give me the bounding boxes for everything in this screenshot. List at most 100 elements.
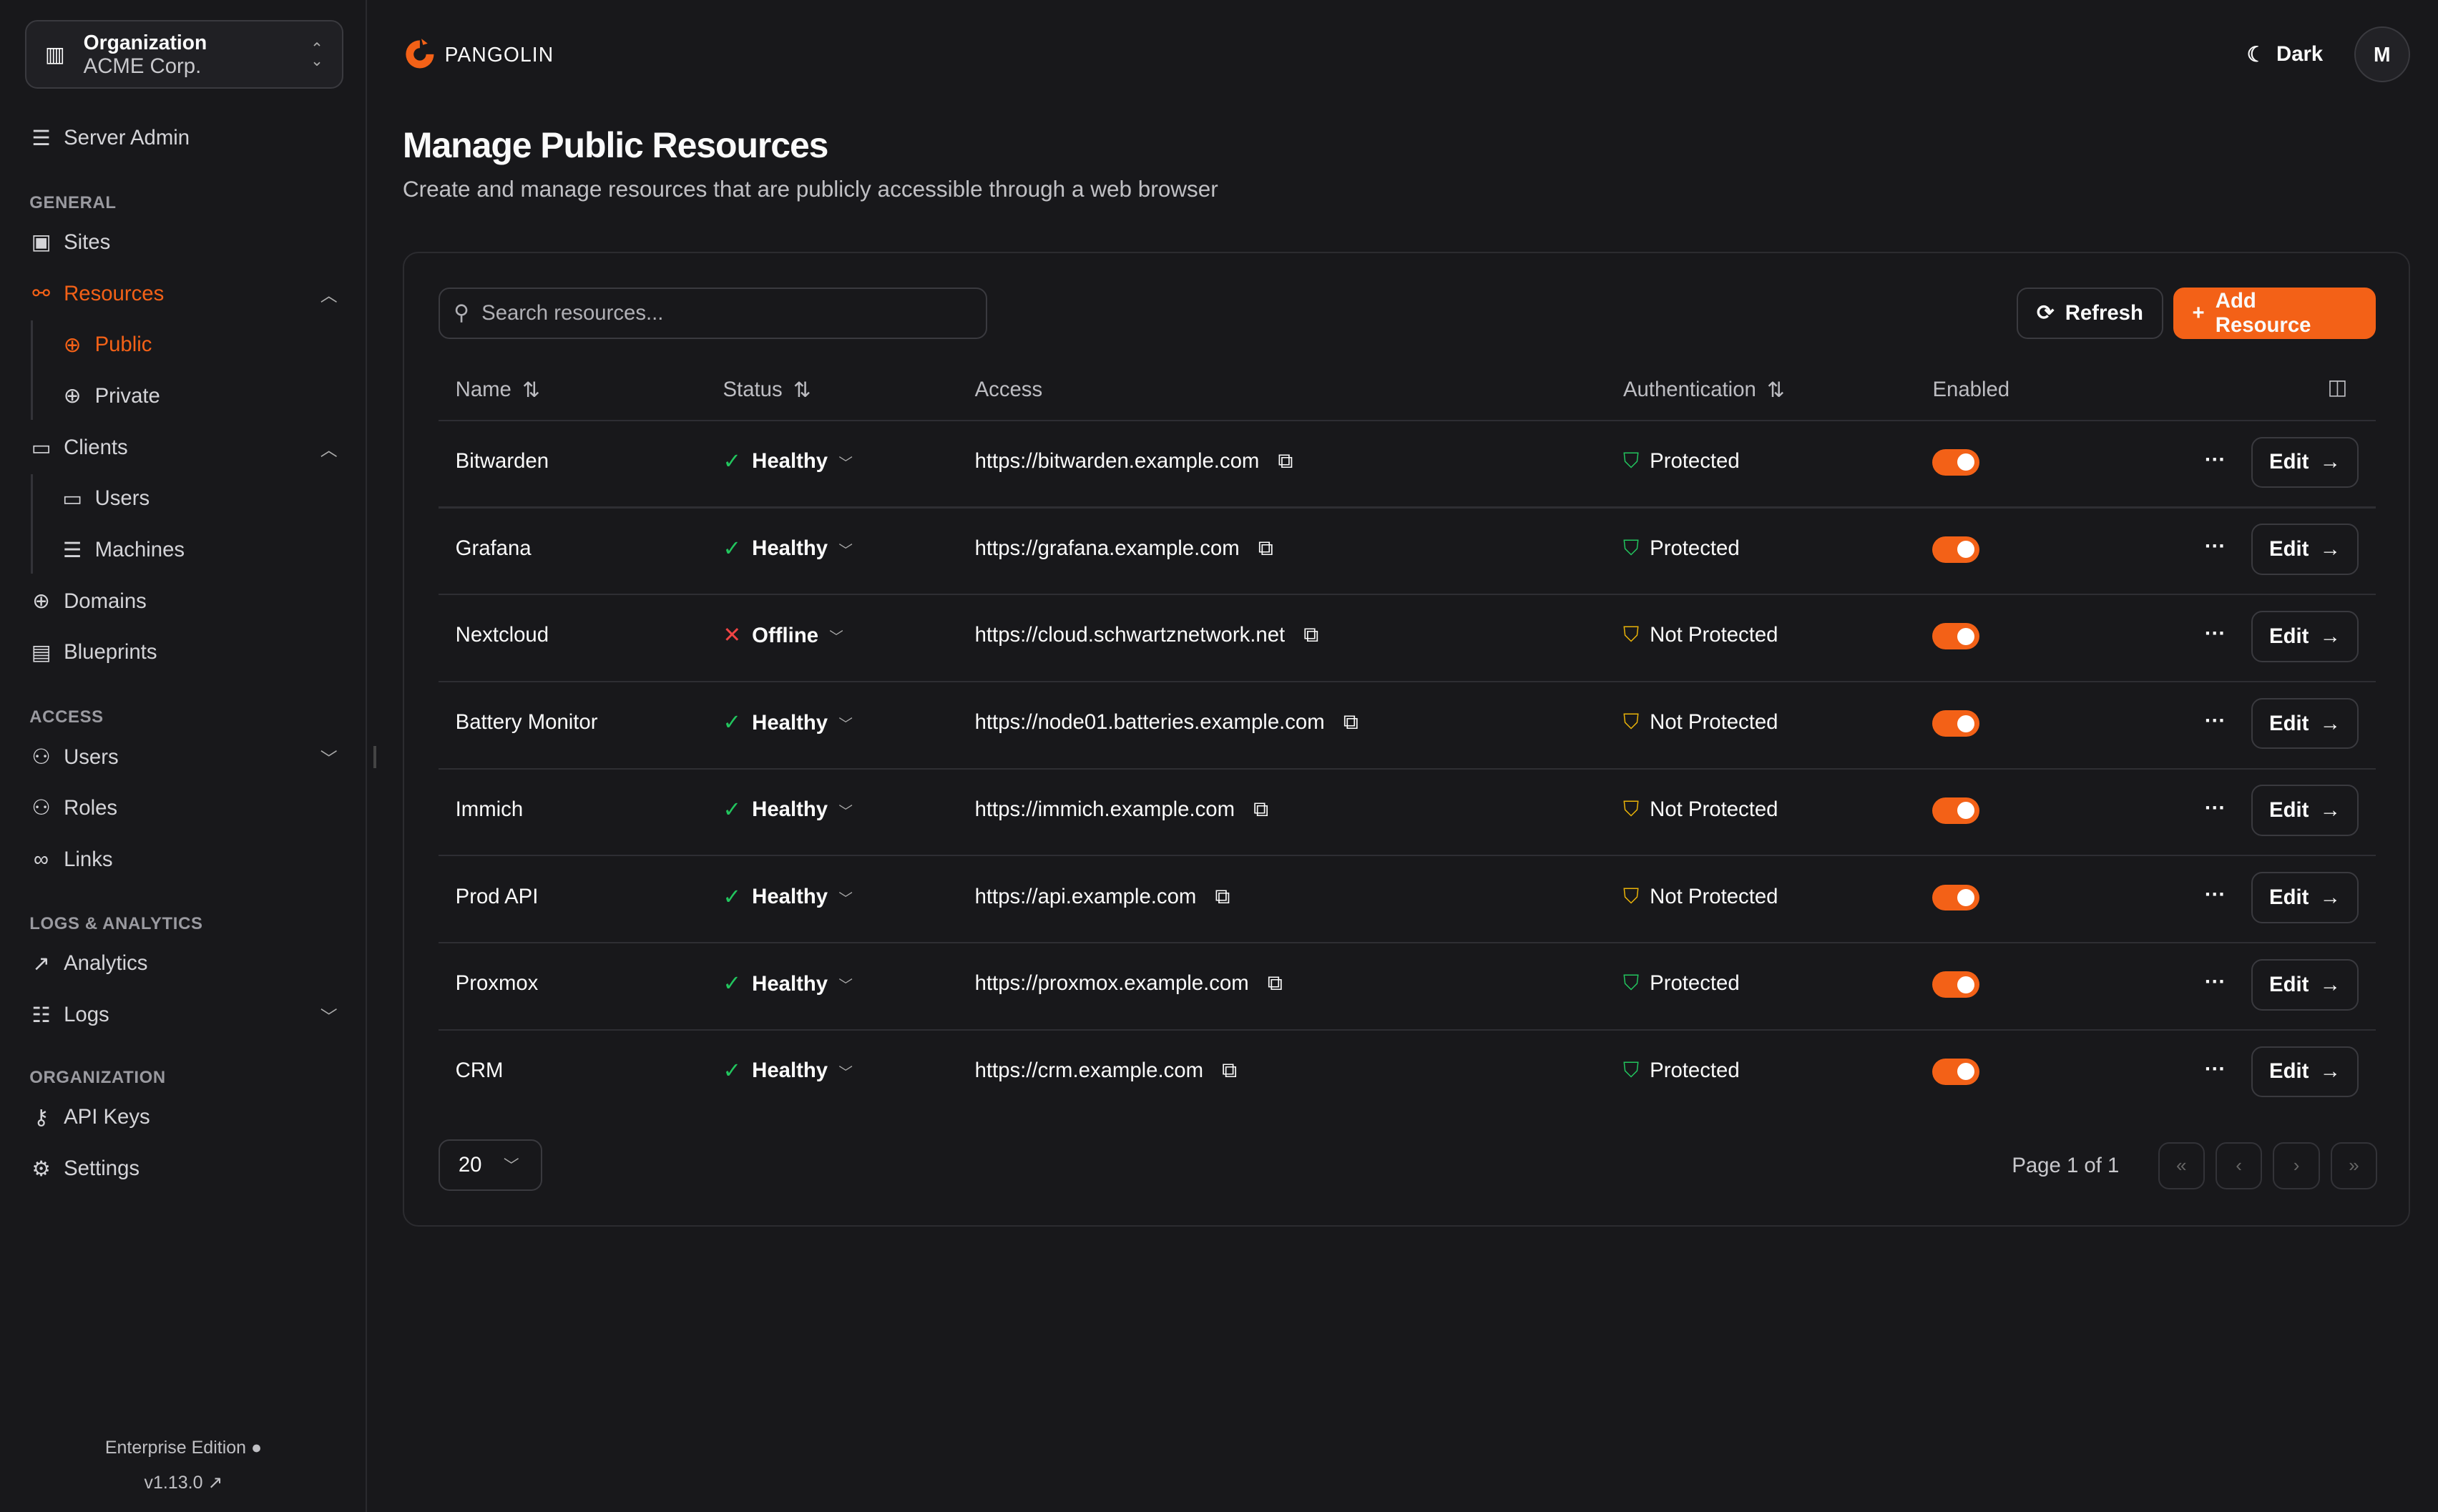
- more-actions-icon[interactable]: ···: [2204, 1056, 2226, 1081]
- enabled-toggle[interactable]: [1932, 536, 1979, 563]
- status-dropdown[interactable]: ✓ Healthy ﹀: [723, 885, 852, 910]
- sidebar-item-access-users[interactable]: ⚇ Users ﹀: [29, 745, 337, 770]
- edit-button[interactable]: Edit →: [2251, 610, 2359, 662]
- sidebar-item-blueprints[interactable]: ▤ Blueprints: [29, 640, 337, 664]
- toggle-switch[interactable]: [1932, 448, 1979, 476]
- toggle-switch[interactable]: [1932, 623, 1979, 650]
- enabled-toggle[interactable]: [1932, 797, 1979, 824]
- last-page-button[interactable]: »: [2330, 1142, 2378, 1189]
- avatar[interactable]: M: [2354, 26, 2410, 83]
- toggle-switch[interactable]: [1932, 1058, 1979, 1085]
- copy-icon[interactable]: ⧉: [1222, 1058, 1238, 1082]
- sidebar-item-private[interactable]: ⊕ Private: [61, 384, 325, 408]
- access-url[interactable]: https://immich.example.com ⧉: [975, 797, 1268, 822]
- enabled-toggle[interactable]: [1932, 884, 1979, 911]
- sidebar-item-api-keys[interactable]: ⚷ API Keys: [29, 1105, 337, 1129]
- sidebar-item-clients[interactable]: ▭ Clients ︿: [29, 436, 338, 461]
- theme-toggle[interactable]: ☾ Dark: [2247, 42, 2324, 67]
- chevron-down-icon: ﹀: [503, 1157, 519, 1175]
- toggle-switch[interactable]: [1932, 797, 1979, 824]
- copy-icon[interactable]: ⧉: [1303, 623, 1319, 647]
- sidebar-item-sites[interactable]: ▣ Sites: [29, 230, 337, 255]
- more-actions-icon[interactable]: ···: [2204, 622, 2226, 646]
- enabled-toggle[interactable]: [1932, 1058, 1979, 1085]
- auth-status: ⛉ Protected: [1623, 449, 1740, 473]
- edit-button[interactable]: Edit →: [2251, 697, 2359, 750]
- sidebar-item-analytics[interactable]: ↗ Analytics: [29, 951, 337, 976]
- page-info: Page 1 of 1: [2012, 1153, 2120, 1177]
- status-dropdown[interactable]: ✕ Offline ﹀: [723, 623, 843, 648]
- page-size-select[interactable]: 20 ﹀: [438, 1139, 543, 1191]
- edit-button[interactable]: Edit →: [2251, 872, 2359, 923]
- enabled-toggle[interactable]: [1932, 448, 1979, 476]
- brand-logo[interactable]: PANGOLIN: [403, 37, 554, 72]
- columns-toggle-icon[interactable]: ◫: [2327, 375, 2348, 399]
- edit-button[interactable]: Edit →: [2251, 785, 2359, 837]
- column-name[interactable]: Name ⇅: [456, 378, 540, 403]
- more-actions-icon[interactable]: ···: [2204, 883, 2226, 907]
- enabled-toggle[interactable]: [1932, 971, 1979, 998]
- edition-link[interactable]: Enterprise Edition ●: [0, 1438, 367, 1458]
- toggle-switch[interactable]: [1932, 884, 1979, 911]
- enabled-toggle[interactable]: [1932, 623, 1979, 650]
- label: API Keys: [64, 1105, 150, 1129]
- access-url[interactable]: https://proxmox.example.com ⧉: [975, 971, 1283, 996]
- version-link[interactable]: v1.13.0 ↗: [0, 1472, 367, 1493]
- edit-button[interactable]: Edit →: [2251, 524, 2359, 575]
- copy-icon[interactable]: ⧉: [1215, 884, 1230, 908]
- sidebar-item-server-admin[interactable]: ☰ Server Admin: [29, 126, 337, 150]
- more-actions-icon[interactable]: ···: [2204, 795, 2226, 820]
- status-dropdown[interactable]: ✓ Healthy ﹀: [723, 797, 852, 823]
- sidebar-item-roles[interactable]: ⚇ Roles: [29, 796, 337, 820]
- auth-status: ⛉ Not Protected: [1623, 710, 1778, 735]
- access-url[interactable]: https://node01.batteries.example.com ⧉: [975, 710, 1358, 735]
- sidebar-item-logs[interactable]: ☷ Logs ﹀: [29, 1003, 337, 1028]
- toggle-switch[interactable]: [1932, 971, 1979, 998]
- sidebar-item-settings[interactable]: ⚙ Settings: [29, 1157, 337, 1181]
- search-input[interactable]: ⚲ Search resources...: [438, 287, 987, 339]
- edit-button[interactable]: Edit →: [2251, 958, 2359, 1011]
- access-url[interactable]: https://cloud.schwartznetwork.net ⧉: [975, 623, 1319, 647]
- sidebar-item-public[interactable]: ⊕ Public: [61, 333, 325, 357]
- edit-button[interactable]: Edit →: [2251, 1046, 2359, 1098]
- copy-icon[interactable]: ⧉: [1343, 710, 1358, 735]
- auth-label: Not Protected: [1650, 623, 1778, 647]
- access-url[interactable]: https://crm.example.com ⧉: [975, 1059, 1237, 1083]
- toggle-switch[interactable]: [1932, 710, 1979, 737]
- status-dropdown[interactable]: ✓ Healthy ﹀: [723, 971, 852, 996]
- status-dropdown[interactable]: ✓ Healthy ﹀: [723, 536, 852, 561]
- copy-icon[interactable]: ⧉: [1258, 536, 1273, 560]
- status-dropdown[interactable]: ✓ Healthy ﹀: [723, 449, 852, 474]
- access-url[interactable]: https://bitwarden.example.com ⧉: [975, 449, 1293, 473]
- more-actions-icon[interactable]: ···: [2204, 708, 2226, 732]
- sidebar-item-users[interactable]: ▭ Users: [61, 486, 325, 511]
- refresh-button[interactable]: ⟳ Refresh: [2016, 287, 2163, 339]
- access-url[interactable]: https://grafana.example.com ⧉: [975, 536, 1273, 561]
- sidebar-item-links[interactable]: ∞ Links: [29, 848, 337, 872]
- sidebar-item-resources[interactable]: ⚯ Resources ︿: [29, 281, 337, 306]
- sidebar-item-machines[interactable]: ☰ Machines: [61, 538, 325, 562]
- prev-page-button[interactable]: ‹: [2216, 1142, 2263, 1189]
- copy-icon[interactable]: ⧉: [1253, 797, 1269, 821]
- org-switcher[interactable]: ▥ Organization ACME Corp. ⌃ ⌄: [24, 20, 344, 89]
- more-actions-icon[interactable]: ···: [2204, 534, 2226, 559]
- access-url[interactable]: https://api.example.com ⧉: [975, 885, 1230, 909]
- next-page-button[interactable]: ›: [2273, 1142, 2320, 1189]
- status-dropdown[interactable]: ✓ Healthy ﹀: [723, 1059, 852, 1084]
- sidebar-item-domains[interactable]: ⊕ Domains: [29, 589, 337, 614]
- copy-icon[interactable]: ⧉: [1267, 971, 1283, 996]
- enabled-toggle[interactable]: [1932, 710, 1979, 737]
- resource-name: Grafana: [455, 536, 532, 560]
- toggle-switch[interactable]: [1932, 536, 1979, 563]
- more-actions-icon[interactable]: ···: [2204, 970, 2226, 994]
- status-dropdown[interactable]: ✓ Healthy ﹀: [723, 710, 852, 735]
- column-status[interactable]: Status ⇅: [723, 378, 811, 403]
- document-icon: ▤: [31, 640, 52, 664]
- first-page-button[interactable]: «: [2158, 1142, 2205, 1189]
- more-actions-icon[interactable]: ···: [2204, 447, 2226, 471]
- edit-button[interactable]: Edit →: [2251, 436, 2359, 489]
- sidebar-resize-handle[interactable]: [373, 746, 376, 768]
- copy-icon[interactable]: ⧉: [1278, 448, 1293, 473]
- add-resource-button[interactable]: + Add Resource: [2173, 287, 2376, 339]
- column-authentication[interactable]: Authentication ⇅: [1623, 378, 1785, 403]
